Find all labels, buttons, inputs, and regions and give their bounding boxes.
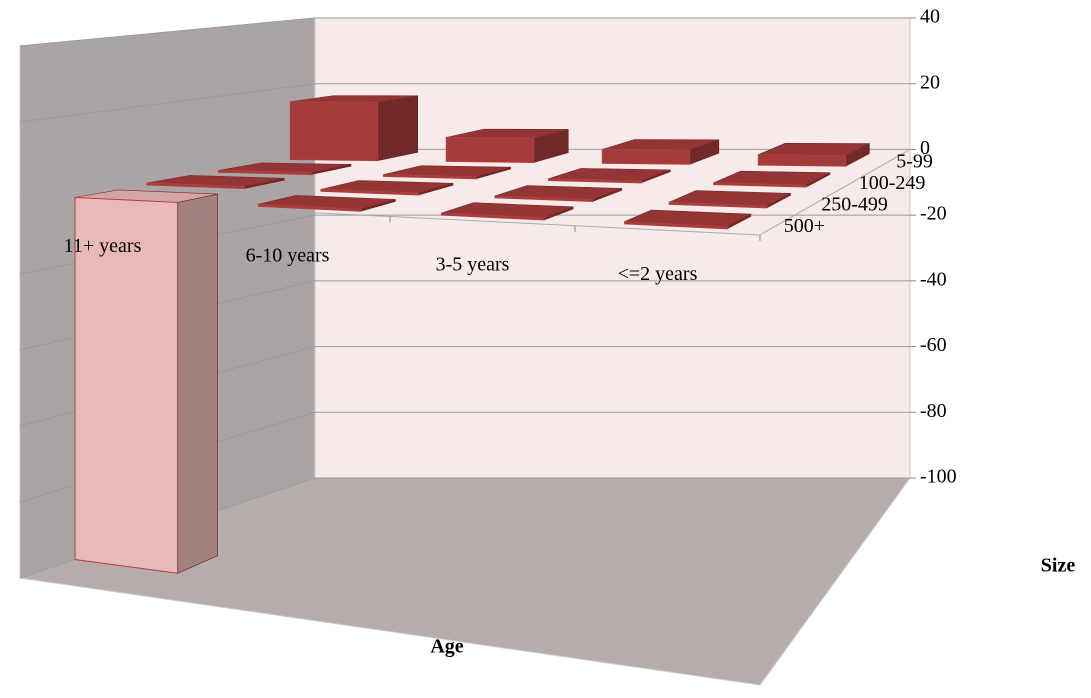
legend-label: 100-249 [859,172,926,194]
y-tick-label: -80 [920,400,947,422]
y-tick-label: 20 [920,71,940,93]
bar [440,202,574,221]
bar-front [218,169,312,176]
depth-axis-title: Size [1041,555,1076,577]
bar [494,185,623,202]
x-tick-label: <=2 years [618,263,698,285]
y-tick-label: -40 [920,268,947,290]
bar [445,128,569,163]
back-wall [314,17,911,479]
bar [218,162,352,176]
bar-front [757,154,847,167]
bar [713,170,831,188]
y-tick-label: 40 [920,6,940,28]
grid-line [19,83,316,123]
bar [257,195,396,212]
bar-front [146,182,245,189]
legend-label: 250-499 [821,194,888,216]
bar-front [383,174,477,180]
x-tick-label: 3-5 years [436,254,510,276]
y-tick-label: -100 [920,466,957,488]
legend-label: 500+ [784,215,825,237]
bar [146,175,285,189]
bar-front [440,212,545,221]
bar-front [445,136,535,163]
y-tick-label: -60 [920,334,947,356]
bar-front [601,148,691,165]
bar-front [257,203,362,212]
bar [320,180,454,196]
bar [74,189,218,574]
bar-front [320,188,419,196]
bar-front [713,182,807,188]
x-tick-label: 6-10 years [246,244,330,266]
bar-front [548,178,642,184]
bar-front [494,195,594,202]
bar-front [289,101,379,162]
bar-side [177,193,218,574]
bar [668,190,792,209]
bar [601,139,720,165]
bar [289,95,418,162]
bar-side [377,95,418,161]
bar-front [624,221,728,230]
bar-front [74,196,179,574]
y-tick-label: -20 [920,203,947,225]
bar [383,165,511,180]
y-tick-label: 0 [920,137,930,159]
bar [548,168,671,184]
bar [757,143,870,167]
bar-front [668,201,768,209]
x-tick-label: 11+ years [64,235,142,257]
legend-label: 5-99 [896,151,933,173]
bar [624,209,753,230]
grid-line [19,17,316,47]
